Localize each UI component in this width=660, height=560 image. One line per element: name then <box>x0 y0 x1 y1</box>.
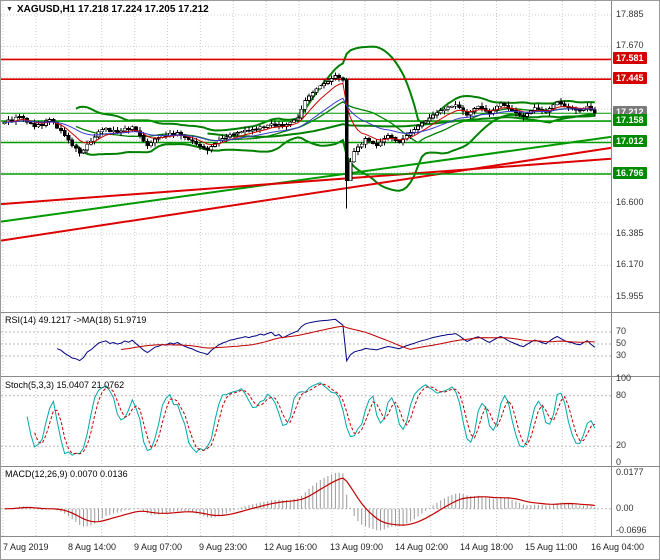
price-badge: 17.012 <box>613 135 647 147</box>
trendlines[interactable] <box>1 135 612 242</box>
price-label: 16.600 <box>616 197 644 207</box>
time-label: 15 Aug 11:00 <box>525 542 578 552</box>
rsi-panel <box>1 318 611 363</box>
time-label: 14 Aug 02:00 <box>395 542 449 552</box>
time-label: 12 Aug 16:00 <box>264 542 318 552</box>
stoch-scale-label: 0 <box>616 457 622 467</box>
price-badge: 17.158 <box>613 114 647 126</box>
price-label: 17.670 <box>616 40 644 50</box>
price-label: 17.885 <box>616 9 644 19</box>
price-label: 16.385 <box>616 228 644 238</box>
time-label: 8 Aug 14:00 <box>68 542 117 552</box>
stoch-scale-label: 80 <box>616 390 627 400</box>
panel-separators <box>1 1 660 537</box>
time-label: 9 Aug 07:00 <box>134 542 183 552</box>
stoch-header: Stoch(5,3,3) 15.0407 21.0762 <box>5 380 125 390</box>
candlesticks <box>2 72 597 209</box>
rsi-scale-label: 70 <box>616 326 627 336</box>
price-label: 16.170 <box>616 259 644 269</box>
price-badge: 17.445 <box>613 72 647 84</box>
time-label: 13 Aug 09:00 <box>330 542 384 552</box>
macd-header: MACD(12,26,9) 0.0070 0.0136 <box>5 469 128 479</box>
macd-scale-label: -0.0696 <box>616 525 647 535</box>
time-axis[interactable]: 7 Aug 2019 8 Aug 14:00 9 Aug 07:00 9 Aug 23… <box>1 538 660 560</box>
rsi-scale-label: 30 <box>616 350 627 360</box>
stoch-scale-label: 100 <box>616 373 632 383</box>
price-badge: 16.796 <box>613 167 647 179</box>
symbol-marker-icon: ▼ <box>6 6 13 13</box>
rsi-header: RSI(14) 49.1217 ->MA(18) 51.9719 <box>5 315 147 325</box>
macd-scale-label: 0.0177 <box>616 467 644 477</box>
symbol-quote-text: XAGUSD,H1 17.218 17.224 17.205 17.212 <box>16 4 209 15</box>
time-label: 16 Aug 04:00 <box>591 542 645 552</box>
macd-scale-label: 0.00 <box>616 503 634 513</box>
time-label: 7 Aug 2019 <box>3 542 49 552</box>
level-lines[interactable] <box>1 58 611 175</box>
price-badge: 17.581 <box>613 52 647 64</box>
symbol-header: ▼ XAGUSD,H1 17.218 17.224 17.205 17.212 <box>6 4 209 15</box>
rsi-scale-label: 50 <box>616 338 627 348</box>
time-label: 9 Aug 23:00 <box>199 542 248 552</box>
price-axis[interactable]: 17.885 17.670 16.600 16.385 16.170 15.955 17.5… <box>613 1 660 536</box>
macd-panel <box>1 472 611 531</box>
stoch-scale-label: 20 <box>616 440 627 450</box>
bollinger-bands <box>75 45 595 192</box>
price-label: 15.955 <box>616 291 644 301</box>
grid-lines <box>1 1 611 536</box>
moving-averages <box>4 82 595 146</box>
time-label: 14 Aug 18:00 <box>460 542 514 552</box>
stochastic-panel <box>1 382 611 456</box>
